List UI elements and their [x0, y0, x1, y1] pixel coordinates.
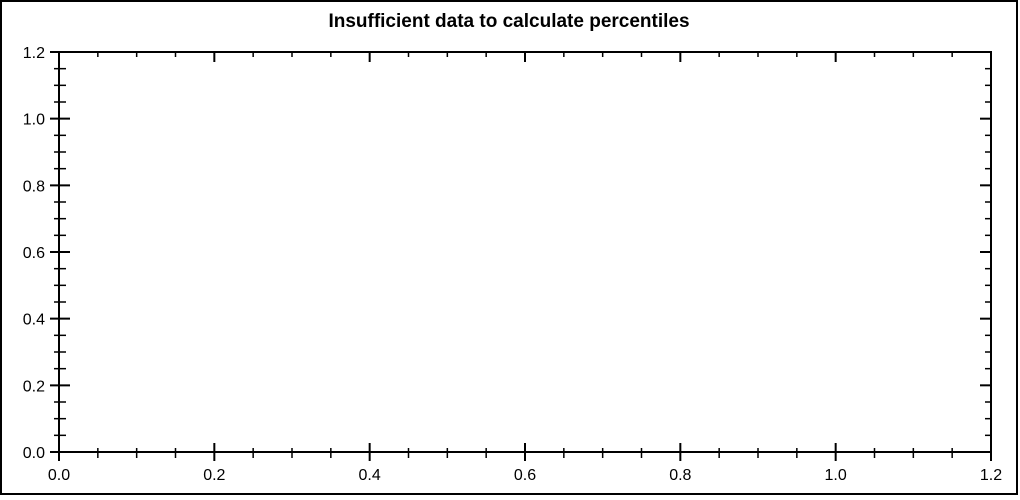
y-tick-label: 0.2	[23, 378, 45, 395]
chart-title: Insufficient data to calculate percentil…	[328, 11, 690, 32]
x-tick-label: 0.8	[669, 467, 691, 484]
y-tick-label: 0.8	[23, 178, 45, 195]
y-tick-label: 1.0	[23, 112, 45, 129]
y-tick-label: 0.6	[23, 245, 45, 262]
x-tick-label: 0.6	[514, 467, 536, 484]
y-tick-label: 0.0	[23, 445, 45, 462]
x-tick-label: 0.2	[203, 467, 225, 484]
y-tick-label: 1.2	[23, 45, 45, 62]
x-tick-label: 1.0	[825, 467, 847, 484]
x-tick-label: 1.2	[980, 467, 1002, 484]
y-tick-label: 0.4	[23, 312, 45, 329]
plot-border	[58, 51, 992, 453]
x-tick-label: 0.4	[359, 467, 381, 484]
x-tick-label: 0.0	[48, 467, 70, 484]
